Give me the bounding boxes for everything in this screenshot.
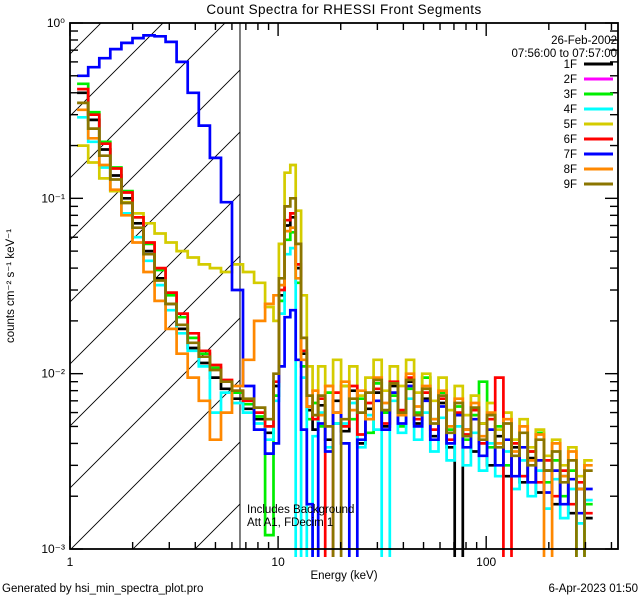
x-axis-label: Energy (keV) (310, 570, 377, 582)
legend-label: 9F (564, 179, 577, 191)
annotation-background: Includes Background (247, 504, 354, 516)
legend-label: 4F (564, 104, 577, 116)
legend-label: 7F (564, 149, 577, 161)
series-lines (77, 34, 593, 557)
x-tick-labels: 1 10 100 (67, 555, 497, 569)
legend-item-7F: 7F (564, 149, 613, 161)
legend-item-5F: 5F (564, 119, 613, 131)
legend-item-3F: 3F (564, 89, 613, 101)
y-tick-label: 10⁻² (41, 367, 65, 381)
legend-label: 3F (564, 89, 577, 101)
footer-left: Generated by hsi_min_spectra_plot.pro (2, 583, 203, 595)
y-tick-label: 10⁰ (47, 16, 65, 30)
footer-right: 6-Apr-2023 01:50 (548, 583, 638, 595)
plot-frame (69, 22, 619, 550)
legend-label: 6F (564, 134, 577, 146)
y-tick-label: 10⁻¹ (41, 191, 65, 205)
annotation-attenuator: Att A1, FDecim 1 (247, 517, 333, 529)
y-tick-label: 10⁻³ (41, 542, 65, 556)
obs-date: 26-Feb-2002 (551, 35, 617, 47)
legend-label: 8F (564, 164, 577, 176)
legend-item-9F: 9F (564, 179, 613, 191)
legend-item-8F: 8F (564, 164, 613, 176)
series-line-5F (77, 144, 593, 478)
y-axis-label: counts cm⁻² s⁻¹ keV⁻¹ (5, 229, 17, 343)
y-tick-labels: 10⁰ 10⁻¹ 10⁻² 10⁻³ (41, 16, 65, 556)
chart-title: Count Spectra for RHESSI Front Segments (206, 2, 481, 17)
series-line-9F (77, 101, 593, 557)
legend-item-6F: 6F (564, 134, 613, 146)
legend: 1F 2F 3F 4F 5F 6F 7F 8F 9F (564, 59, 613, 191)
legend-item-2F: 2F (564, 74, 613, 86)
axes-frame (69, 22, 619, 550)
x-tick-label: 10 (271, 555, 285, 569)
legend-label: 1F (564, 59, 577, 71)
x-tick-label: 1 (67, 555, 74, 569)
legend-item-4F: 4F (564, 104, 613, 116)
x-tick-label: 100 (476, 555, 496, 569)
legend-label: 5F (564, 119, 577, 131)
legend-label: 2F (564, 74, 577, 86)
legend-item-1F: 1F (564, 59, 613, 71)
obs-time-range: 07:56:00 to 07:57:00 (511, 48, 617, 60)
